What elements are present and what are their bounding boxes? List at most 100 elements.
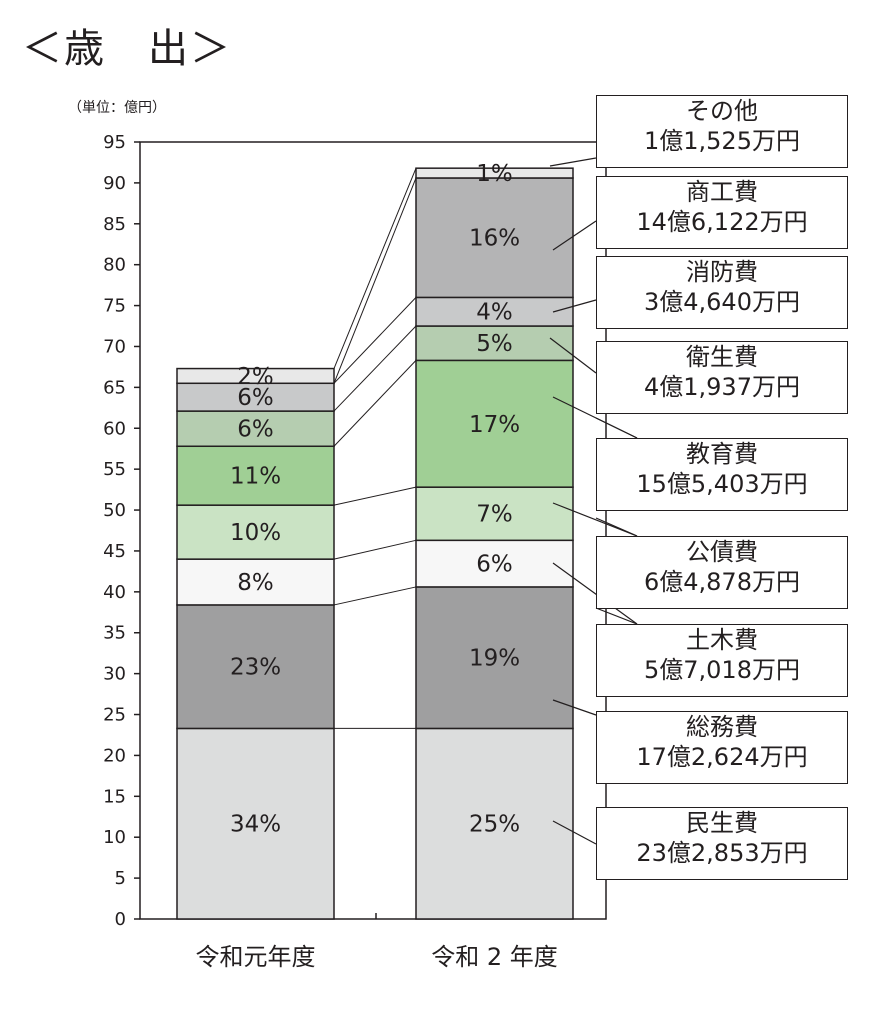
leader-line-eisei: [549, 337, 597, 374]
y-tick-label: 55: [103, 459, 126, 480]
bar-pct-label: 2%: [237, 364, 274, 390]
bar-segment-minsei: [415, 727, 574, 920]
callout-name: 総務費: [686, 713, 758, 741]
bars: 34%23%8%10%11%6%6%2%25%19%6%7%17%5%4%16%…: [176, 161, 574, 920]
bar-pct-label: 5%: [476, 331, 513, 357]
bar-pct-label: 17%: [469, 412, 520, 438]
bar-segment-doboku: [176, 558, 335, 606]
callout-amount: 3億4,640万円: [644, 288, 800, 316]
bar-segment-kyoiku: [176, 445, 335, 506]
y-tick-label: 0: [115, 909, 126, 930]
bar-pct-label: 34%: [230, 812, 281, 838]
callout-kousai: 公債費 6億4,878万円: [596, 536, 848, 609]
unit-label: （単位：億円）: [68, 100, 166, 116]
bar-pct-label: 6%: [476, 552, 513, 578]
category-label: 令和元年度: [196, 943, 316, 971]
connector-line: [333, 539, 417, 560]
y-tick-label: 90: [103, 173, 126, 194]
callout-kyoiku: 教育費 15億5,403万円: [596, 438, 848, 511]
bar-pct-label: 7%: [476, 502, 513, 528]
category-label: 令和 2 年度: [431, 943, 558, 971]
leader-line-shobo: [552, 299, 597, 313]
callout-somu: 総務費 17億2,624万円: [596, 711, 848, 784]
y-tick-label: 20: [103, 745, 126, 766]
connector-line: [333, 325, 417, 412]
page-title: ＜歳 出＞: [22, 26, 232, 72]
connector-line: [333, 486, 417, 506]
callout-amount: 17億2,624万円: [636, 743, 808, 771]
leader-line-sonota: [549, 157, 597, 167]
bar-segment-shoko: [415, 177, 574, 299]
connector-line: [333, 586, 417, 606]
y-tick-label: 15: [103, 786, 126, 807]
callout-eisei: 衛生費 4億1,937万円: [596, 341, 848, 414]
callout-leaders: [549, 157, 638, 845]
y-tick-label: 80: [103, 255, 126, 276]
connector-line: [333, 167, 417, 369]
y-tick-label: 75: [103, 296, 126, 317]
callout-sonota: その他 1億1,525万円: [596, 95, 848, 168]
leader-line-shoko: [552, 220, 597, 251]
connector-line: [333, 297, 417, 384]
y-tick-label: 35: [103, 623, 126, 644]
callout-shobo: 消防費 3億4,640万円: [596, 256, 848, 329]
bar-segment-kousai: [176, 504, 335, 560]
callout-amount: 23億2,853万円: [636, 839, 808, 867]
y-tick-label: 10: [103, 827, 126, 848]
callout-name: 消防費: [686, 258, 758, 286]
callout-amount: 15億5,403万円: [636, 470, 808, 498]
y-tick-label: 70: [103, 336, 126, 357]
callout-amount: 4億1,937万円: [644, 373, 800, 401]
callout-name: 教育費: [686, 440, 758, 468]
callout-amount: 14億6,122万円: [636, 208, 808, 236]
callout-name: 民生費: [686, 809, 758, 837]
y-axis: 0 5 10 15 20 25 30 35 40 45 50 55 60 65 70 75 80 85 90 95: [103, 132, 607, 930]
bar-pct-label: 25%: [469, 812, 520, 838]
bar-pct-label: 4%: [476, 300, 513, 326]
bar-pct-label: 6%: [237, 385, 274, 411]
leader-line-somu: [552, 699, 597, 716]
callout-shoko: 商工費 14億6,122万円: [596, 176, 848, 249]
callout-minsei: 民生費 23億2,853万円: [596, 807, 848, 880]
bar-segment-minsei: [176, 727, 335, 920]
bar-segment-sonota: [415, 167, 574, 179]
bar-segment-eisei: [176, 410, 335, 448]
callout-name: 商工費: [686, 178, 758, 206]
bar-pct-label: 10%: [230, 520, 281, 546]
callout-name: その他: [686, 97, 758, 125]
leader-line-minsei: [552, 820, 597, 845]
bar-pct-label: 16%: [469, 226, 520, 252]
y-tick-label: 30: [103, 664, 126, 685]
segment-connectors: [333, 167, 417, 729]
leader-line-doboku: [595, 607, 638, 625]
bar-pct-label: 1%: [476, 161, 513, 187]
plot-frame: [139, 141, 607, 920]
bar-segment-kousai: [415, 486, 574, 542]
callout-amount: 5億7,018万円: [644, 656, 800, 684]
y-tick-label: 95: [103, 132, 126, 153]
bar-segment-sonota: [176, 367, 335, 385]
y-tick-label: 50: [103, 500, 126, 521]
y-tick-label: 25: [103, 705, 126, 726]
callout-name: 公債費: [686, 538, 758, 566]
bar-pct-label: 19%: [469, 646, 520, 672]
callout-name: 土木費: [686, 626, 758, 654]
bar-segment-shobo: [415, 296, 574, 327]
leader-line-doboku: [552, 562, 638, 625]
category-labels: 令和元年度 令和 2 年度: [196, 943, 558, 971]
connector-line: [333, 360, 417, 447]
callout-doboku: 土木費 5億7,018万円: [596, 624, 848, 697]
bar-segment-kyoiku: [415, 359, 574, 488]
y-tick-label: 40: [103, 582, 126, 603]
y-tick-label: 65: [103, 377, 126, 398]
y-tick-label: 5: [115, 868, 126, 889]
bar-segment-somu: [176, 604, 335, 730]
connector-line: [333, 177, 417, 384]
callout-name: 衛生費: [686, 343, 758, 371]
bar-pct-label: 23%: [230, 655, 281, 681]
bar-pct-label: 11%: [230, 464, 281, 490]
bar-pct-label: 6%: [237, 417, 274, 443]
y-tick-label: 60: [103, 418, 126, 439]
y-tick-label: 85: [103, 214, 126, 235]
